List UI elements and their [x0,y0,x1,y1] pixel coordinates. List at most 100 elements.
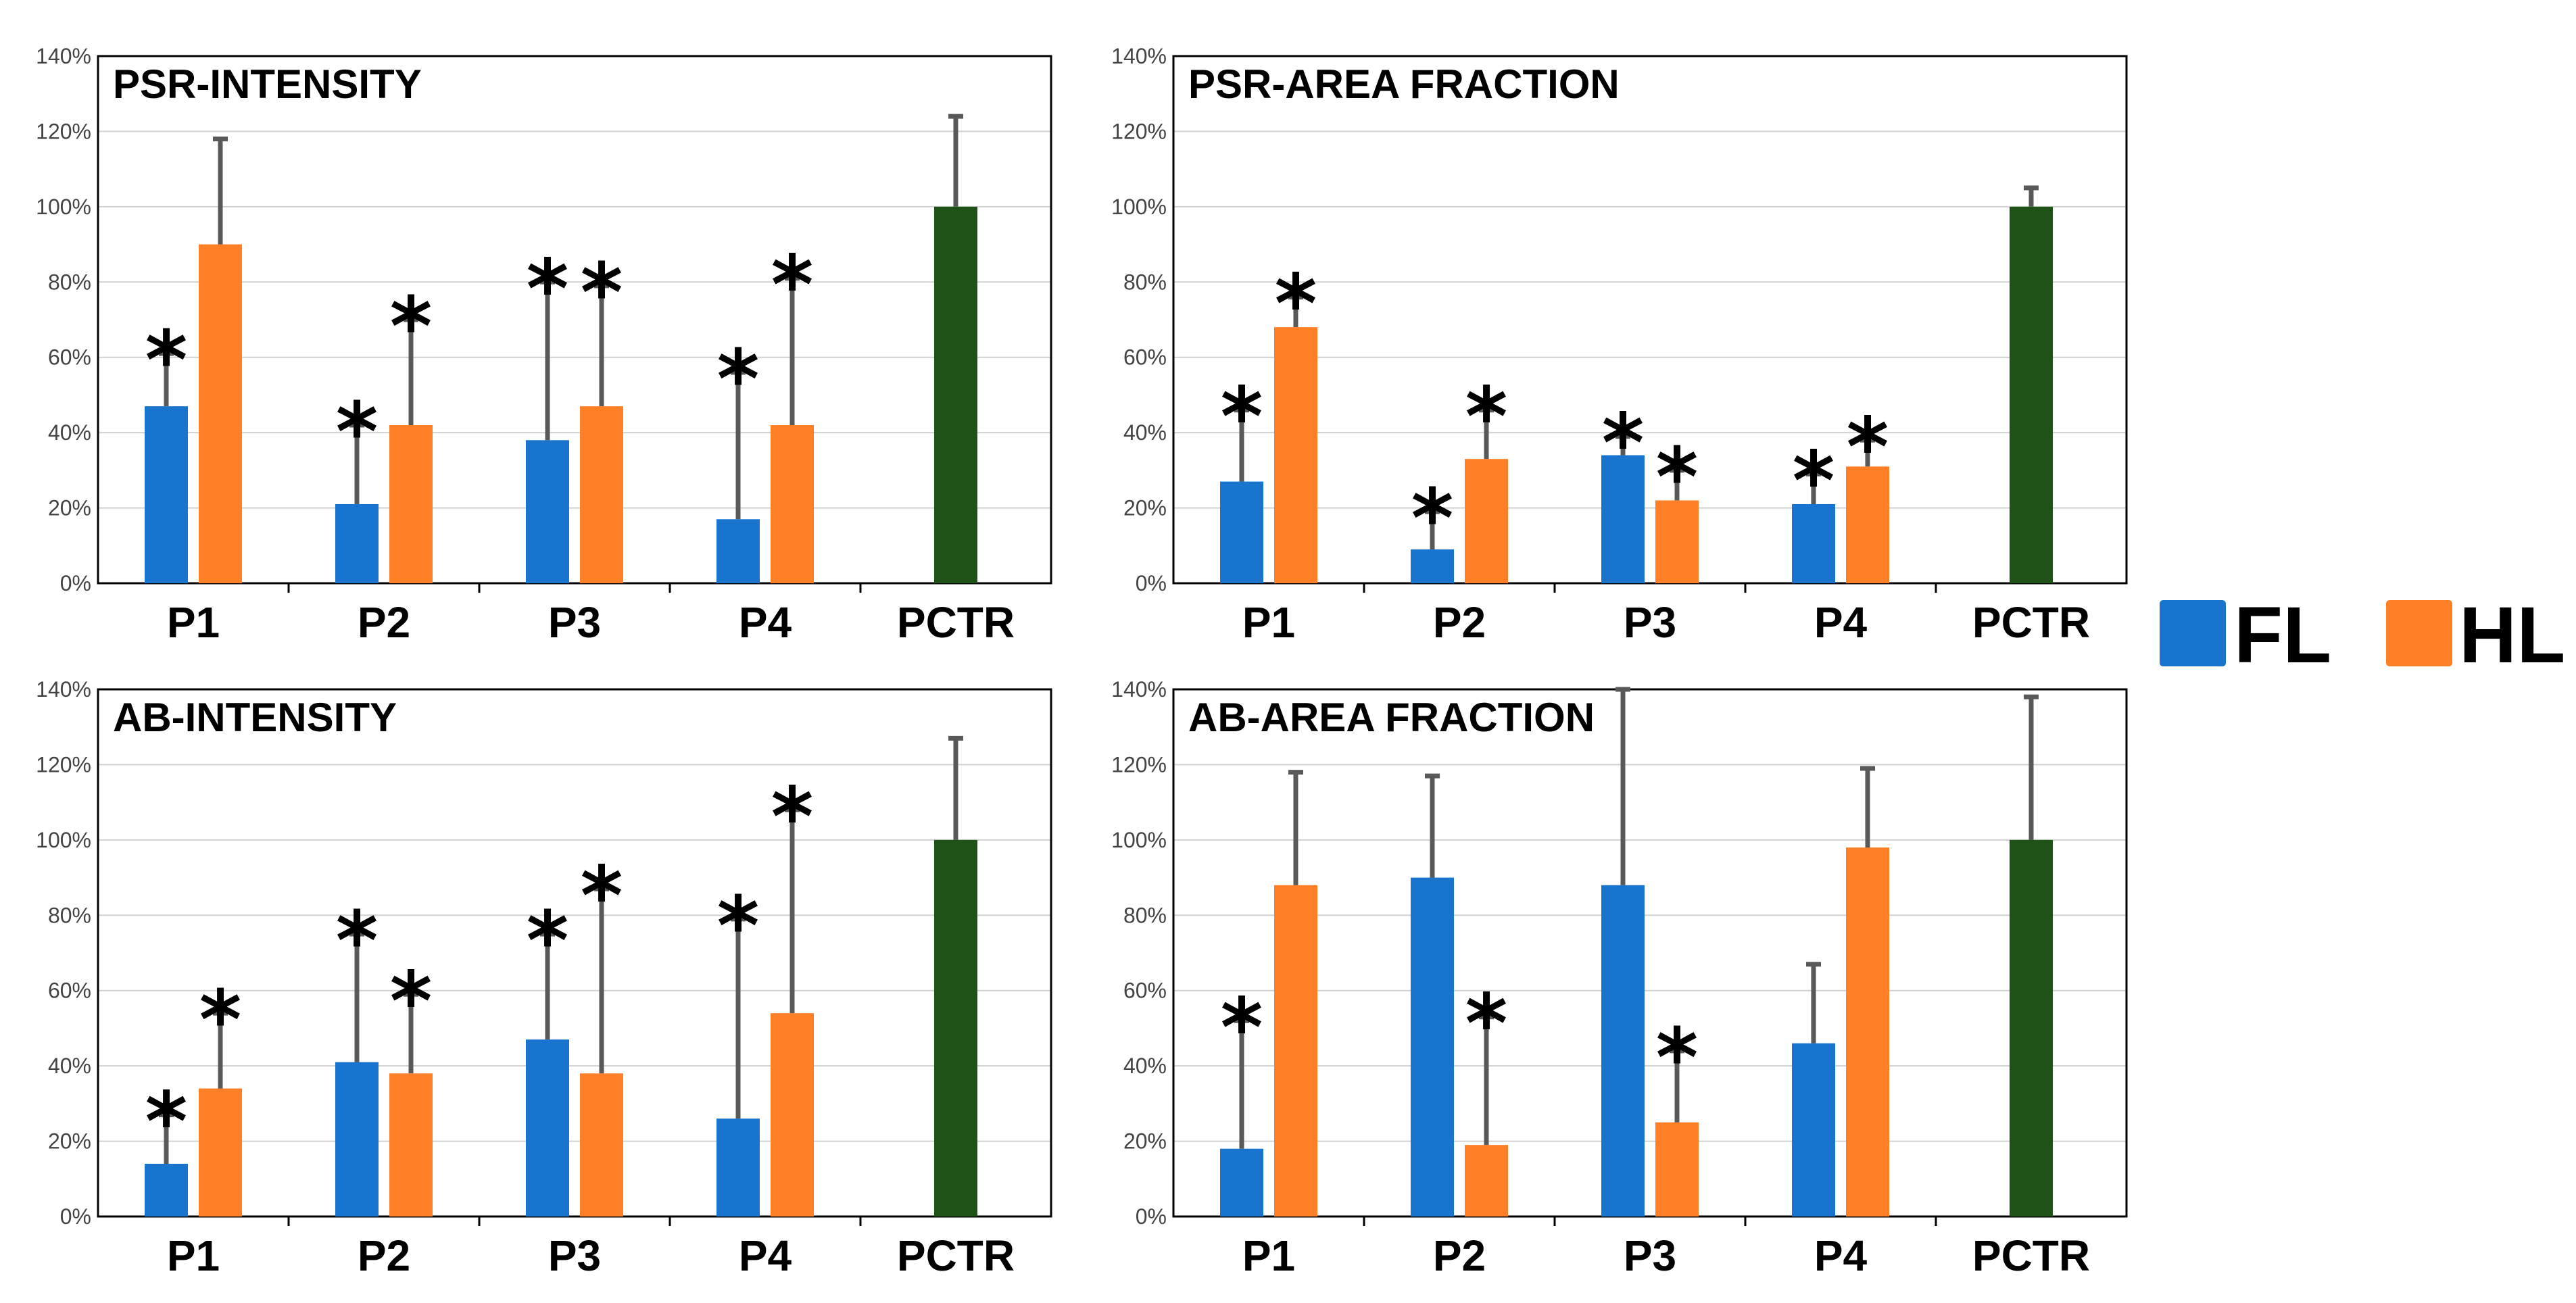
y-tick-label: 120% [36,119,91,143]
bar-fl-p3 [526,440,569,583]
y-tick-label: 0% [60,1204,91,1229]
y-tick-label: 60% [1123,979,1167,1003]
plot-frame [97,55,1052,585]
bar-hl-p4 [771,1013,814,1216]
y-tick-label: 40% [1123,1054,1167,1078]
x-category-label: PCTR [897,598,1015,647]
bar-hl-p1 [199,244,242,583]
bar-hl-p3 [580,1073,623,1216]
bar-fl-p3 [1601,455,1645,583]
x-category-label: P2 [1433,1231,1486,1280]
bar-hl-p1 [1274,327,1317,583]
y-tick-label: 40% [48,1054,91,1078]
plot-frame [1172,688,2128,1218]
panel-title-ab-area-fraction: AB-AREA FRACTION [1188,695,1595,740]
y-tick-label: 140% [36,44,91,68]
plot-frame [1172,55,2128,585]
y-tick-label: 100% [1111,195,1167,219]
y-tick-label: 100% [36,828,91,852]
x-category-label: P3 [1624,598,1676,647]
legend-label-fl: FL [2234,591,2331,680]
significance-marker: * [717,880,760,974]
x-category-label: P4 [1814,1231,1868,1280]
bar-fl-p3 [1601,885,1645,1216]
significance-marker: * [1465,978,1508,1072]
bar-hl-p1 [1274,885,1317,1216]
bar-fl-p4 [716,519,760,583]
y-tick-label: 40% [48,420,91,445]
x-category-label: PCTR [897,1231,1015,1280]
y-tick-label: 40% [1123,420,1167,445]
bar-hl-p1 [199,1088,242,1216]
y-tick-label: 140% [1111,677,1167,702]
panel-title-psr-area-fraction: PSR-AREA FRACTION [1188,62,1620,107]
significance-marker: * [1465,371,1508,465]
y-tick-label: 0% [60,571,91,595]
significance-marker: * [336,895,379,989]
y-tick-label: 100% [1111,828,1167,852]
significance-marker: * [1275,258,1317,352]
y-tick-label: 120% [1111,119,1167,143]
y-tick-label: 0% [1136,1204,1167,1229]
significance-marker: * [1656,1012,1699,1106]
y-tick-label: 80% [1123,270,1167,294]
significance-marker: * [145,1076,188,1170]
bar-fl-p2 [1411,877,1454,1216]
bar-hl-p3 [1655,500,1699,583]
y-tick-label: 80% [48,903,91,927]
x-category-label: P4 [1814,598,1868,647]
panel-title-ab-intensity: AB-INTENSITY [113,695,397,740]
significance-marker: * [336,386,379,480]
y-tick-label: 20% [1123,1129,1167,1154]
y-tick-label: 60% [48,345,91,370]
significance-marker: * [1656,431,1699,525]
x-category-label: P3 [1624,1231,1676,1280]
x-category-label: P1 [167,598,220,647]
x-category-label: P4 [739,598,792,647]
panel-title-psr-intensity: PSR-INTENSITY [113,62,422,107]
legend-label-hl: HL [2459,591,2565,680]
legend: FL HL [2160,591,2565,680]
y-tick-label: 120% [36,752,91,777]
bar-pctr-pctr [934,206,977,583]
significance-marker: * [1221,981,1263,1075]
bar-pctr-pctr [934,839,977,1216]
y-tick-label: 140% [36,677,91,702]
significance-marker: * [1221,371,1263,465]
x-category-label: P1 [1242,598,1295,647]
y-tick-label: 100% [36,195,91,219]
y-tick-label: 80% [48,270,91,294]
bar-pctr-pctr [2010,206,2053,583]
significance-marker: * [1847,401,1889,495]
bar-hl-p2 [389,425,433,583]
bar-fl-p1 [145,1164,188,1216]
bar-hl-p4 [1846,466,1889,583]
x-category-label: P3 [548,1231,601,1280]
bar-fl-p4 [1792,504,1835,583]
bar-hl-p3 [580,406,623,583]
plot-frame [97,688,1052,1218]
y-tick-label: 20% [1123,496,1167,520]
bar-fl-p4 [716,1118,760,1216]
significance-marker: * [1411,472,1454,566]
significance-marker: * [199,974,242,1068]
x-category-label: P2 [358,1231,410,1280]
x-category-label: P1 [1242,1231,1295,1280]
significance-marker: * [527,895,569,989]
x-category-label: P2 [1433,598,1486,647]
bar-hl-p2 [1465,1145,1508,1216]
bar-fl-p2 [335,1062,379,1216]
bar-hl-p3 [1655,1122,1699,1216]
y-tick-label: 60% [1123,345,1167,370]
significance-marker: * [581,850,623,943]
chart-panel-psr-area-fraction: 0%20%40%60%80%100%120%140%**P1**P2* *P3* *… [1111,44,2128,647]
significance-marker: * [145,314,188,408]
x-category-label: P2 [358,598,410,647]
significance-marker: * [717,333,760,427]
bar-hl-p4 [771,425,814,583]
y-tick-label: 20% [48,1129,91,1154]
y-tick-label: 80% [1123,903,1167,927]
legend-swatch-hl [2386,600,2452,666]
bar-fl-p2 [1411,549,1454,583]
